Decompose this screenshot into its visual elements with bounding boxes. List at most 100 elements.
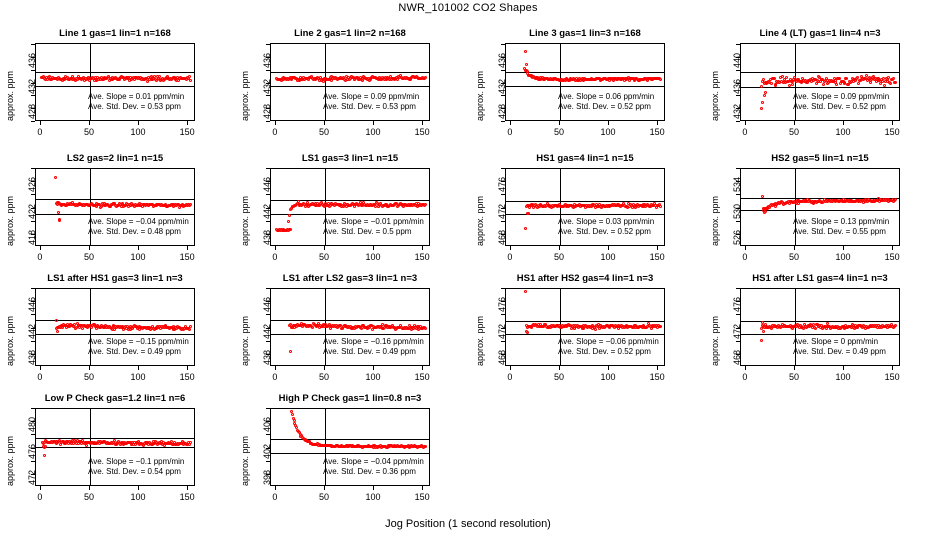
x-tick-label: 50 bbox=[83, 252, 94, 262]
reference-vline bbox=[324, 44, 326, 120]
data-point bbox=[821, 83, 825, 87]
x-tick-label: 100 bbox=[365, 492, 381, 502]
y-tick-mark-minor bbox=[501, 168, 505, 169]
reference-hline bbox=[36, 198, 194, 200]
data-point bbox=[891, 76, 895, 80]
y-tick-mark-minor bbox=[31, 69, 35, 71]
y-tick-mark-minor bbox=[266, 408, 270, 409]
annotation-slope: Ave. Slope = −0.01 ppm/min bbox=[323, 217, 424, 226]
plot-area: Ave. Slope = 0.06 ppm/min Ave. Std. Dev. … bbox=[505, 43, 665, 121]
y-tick-mark-minor bbox=[501, 121, 505, 122]
reference-hline bbox=[741, 209, 899, 211]
x-tick-mark bbox=[558, 246, 560, 250]
x-tick-label: 150 bbox=[179, 252, 195, 262]
y-tick-mark bbox=[266, 234, 270, 236]
y-tick-mark-minor bbox=[31, 121, 35, 122]
data-point-outlier bbox=[58, 219, 62, 223]
data-point bbox=[153, 75, 157, 79]
y-tick-mark bbox=[501, 181, 505, 183]
x-tick-label: 50 bbox=[788, 127, 799, 137]
y-tick-mark-minor bbox=[266, 95, 270, 97]
data-point bbox=[856, 81, 860, 85]
data-point bbox=[328, 204, 332, 208]
annotation-stddev: Ave. Std. Dev. = 0.5 ppm bbox=[323, 227, 412, 236]
x-tick-label: 0 bbox=[272, 492, 278, 502]
reference-hline bbox=[506, 72, 664, 74]
x-tick-label: 100 bbox=[835, 127, 851, 137]
reference-hline bbox=[271, 200, 429, 202]
x-tick-mark bbox=[657, 246, 659, 250]
data-point bbox=[786, 80, 790, 84]
y-tick-mark-minor bbox=[31, 220, 35, 222]
x-tick-label: 0 bbox=[507, 252, 513, 262]
data-point bbox=[845, 76, 849, 80]
y-tick-mark bbox=[31, 57, 35, 59]
data-point bbox=[882, 83, 886, 87]
panel-annotation: Ave. Slope = −0.04 ppm/min Ave. Std. Dev.… bbox=[323, 457, 424, 477]
plot-area: Ave. Slope = 0.13 ppm/min Ave. Std. Dev. … bbox=[740, 168, 900, 246]
data-point bbox=[800, 81, 804, 85]
figure-title: NWR_101002 CO2 Shapes bbox=[398, 2, 538, 14]
panel-annotation: Ave. Slope = 0.09 ppm/min Ave. Std. Dev. … bbox=[323, 92, 419, 112]
data-point bbox=[188, 78, 192, 82]
data-point bbox=[843, 81, 847, 85]
data-point-outlier bbox=[524, 50, 528, 54]
x-tick-label: 100 bbox=[130, 127, 146, 137]
x-tick-label: 0 bbox=[272, 252, 278, 262]
data-point bbox=[883, 80, 887, 84]
y-tick-mark-minor bbox=[266, 220, 270, 222]
data-point bbox=[341, 204, 345, 208]
data-point bbox=[87, 75, 91, 79]
reference-hline bbox=[741, 198, 899, 200]
y-tick-mark bbox=[266, 181, 270, 183]
data-point bbox=[322, 79, 326, 83]
reference-hline bbox=[271, 213, 429, 215]
y-tick-mark-minor bbox=[31, 95, 35, 97]
reference-hline bbox=[506, 86, 664, 88]
data-point-outlier bbox=[524, 62, 528, 66]
y-tick-mark bbox=[736, 57, 740, 59]
data-point bbox=[361, 78, 365, 82]
y-tick-mark-minor bbox=[501, 44, 505, 46]
data-point-outlier bbox=[287, 220, 291, 224]
data-point bbox=[290, 409, 294, 413]
data-point-outlier bbox=[54, 176, 58, 180]
panel-title: LS2 gas=2 lin=1 n=15 bbox=[66, 153, 164, 164]
y-tick-mark-minor bbox=[736, 44, 740, 46]
data-point bbox=[864, 73, 868, 77]
data-point bbox=[785, 76, 789, 80]
panel-title: HS1 gas=4 lin=1 n=15 bbox=[536, 153, 634, 164]
data-point-outlier bbox=[763, 93, 767, 97]
data-point-outlier bbox=[56, 200, 60, 204]
y-tick-mark bbox=[31, 82, 35, 84]
annotation-stddev: Ave. Std. Dev. = 0.53 ppm bbox=[323, 102, 416, 111]
data-point bbox=[769, 81, 773, 85]
x-tick-label: 150 bbox=[414, 492, 430, 502]
x-tick-label: 0 bbox=[37, 127, 43, 137]
reference-vline bbox=[794, 169, 796, 245]
x-tick-label: 150 bbox=[649, 252, 665, 262]
reference-hline bbox=[506, 213, 664, 215]
panel-annotation: Ave. Slope = 0.09 ppm/min Ave. Std. Dev. … bbox=[793, 92, 889, 112]
y-tick-mark bbox=[501, 207, 505, 209]
x-tick-mark bbox=[323, 486, 325, 490]
x-tick-label: 0 bbox=[742, 127, 748, 137]
plot-area: Ave. Slope = 0.03 ppm/min Ave. Std. Dev. … bbox=[505, 168, 665, 246]
y-tick-label: 402 bbox=[262, 443, 272, 459]
x-tick-label: 50 bbox=[83, 127, 94, 137]
annotation-stddev: Ave. Std. Dev. = 0.52 ppm bbox=[793, 102, 886, 111]
data-point bbox=[658, 78, 662, 82]
annotation-slope: Ave. Slope = 0.01 ppm/min bbox=[88, 92, 185, 101]
y-tick-mark bbox=[266, 108, 270, 110]
y-tick-mark-minor bbox=[736, 121, 740, 122]
data-point bbox=[188, 203, 192, 207]
y-tick-mark bbox=[501, 108, 505, 110]
data-point bbox=[821, 78, 825, 82]
x-tick-label: 0 bbox=[272, 127, 278, 137]
y-tick-mark bbox=[31, 181, 35, 183]
panel-annotation: Ave. Slope = 0.01 ppm/min Ave. Std. Dev. … bbox=[88, 92, 184, 112]
data-point bbox=[760, 84, 764, 88]
